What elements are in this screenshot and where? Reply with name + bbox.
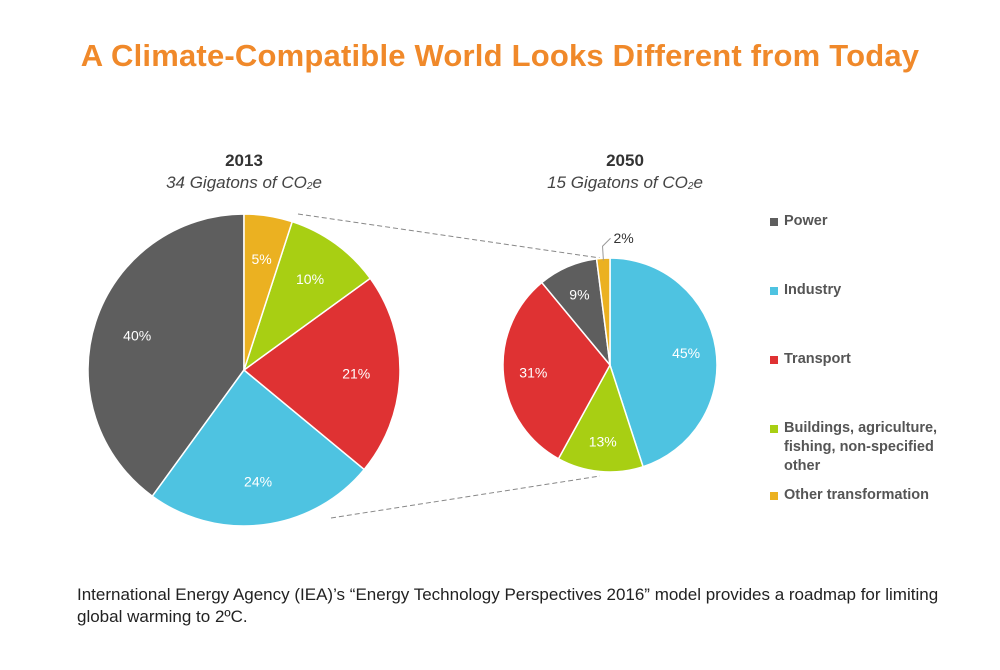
legend-label-buildings-agriculture-fishing-non-specified-other: Buildings, agriculture, fishing, non-spe… <box>784 420 938 474</box>
legend-label-transport: Transport <box>784 351 851 367</box>
pie-2050-label-buildings-agriculture-fishing-non-specified-other: 13% <box>589 434 617 450</box>
chart-2050-heading: 2050 15 Gigatons of CO2e <box>495 150 755 197</box>
chart-2013-subtitle-suffix: e <box>312 173 322 192</box>
chart-2050-subtitle: 15 Gigatons of CO2e <box>495 172 755 197</box>
pie-2013-slice-other-transformation <box>243 213 294 371</box>
pie-2013-slice-buildings-agriculture-fishing-non-specified-other <box>242 220 372 372</box>
legend-swatch-transport <box>770 356 778 364</box>
chart-2013-subtitle: 34 Gigatons of CO2e <box>114 172 374 197</box>
pie-2050 <box>502 257 718 473</box>
chart-2013-subtitle-text: 34 Gigatons of CO <box>166 173 307 192</box>
pie-2050-label-transport: 31% <box>519 364 547 380</box>
zoom-connector-bottom <box>330 475 601 519</box>
zoom-connector-top <box>297 213 601 259</box>
pie-2050-label-other-transformation: 2% <box>614 230 634 246</box>
pie-2050-slice-buildings-agriculture-fishing-non-specified-other <box>557 363 645 473</box>
legend-label-industry: Industry <box>784 282 842 298</box>
page-title: A Climate-Compatible World Looks Differe… <box>80 38 920 73</box>
pie-2013-label-other-transformation: 5% <box>251 251 271 267</box>
pie-2013 <box>87 213 401 527</box>
zoom-connector-lines <box>297 213 601 519</box>
pie-2013-slice-industry <box>151 368 366 527</box>
legend-item-industry: Industry <box>770 281 990 300</box>
pie-2013-label-buildings-agriculture-fishing-non-specified-other: 10% <box>296 271 324 287</box>
pie-2013-slice-transport <box>242 277 401 471</box>
legend-swatch-industry <box>770 287 778 295</box>
legend-swatch-buildings-agriculture-fishing-non-specified-other <box>770 425 778 433</box>
chart-2050-subtitle-text: 15 Gigatons of CO <box>547 173 688 192</box>
legend-item-transport: Transport <box>770 350 990 369</box>
pie-2050-slice-industry <box>609 257 718 468</box>
pie-2050-label-industry: 45% <box>672 345 700 361</box>
legend-label-power: Power <box>784 213 828 229</box>
caption-text: International Energy Agency (IEA)’s “Ene… <box>77 585 939 626</box>
chart-2013-title: 2013 <box>225 151 263 170</box>
pie-2013-label-transport: 21% <box>342 366 370 382</box>
legend-label-other-transformation: Other transformation <box>784 487 930 503</box>
legend-swatch-other-transformation <box>770 492 778 500</box>
pie-2050-slice-transport <box>502 281 611 460</box>
pie-2050-label-power: 9% <box>569 286 589 302</box>
chart-2050-subtitle-suffix: e <box>693 173 703 192</box>
chart-2050-subtitle-subscript: 2 <box>687 181 694 192</box>
pie-2050-leader-other-transformation <box>602 237 611 261</box>
chart-2013-heading: 2013 34 Gigatons of CO2e <box>114 150 374 197</box>
chart-2050-title: 2050 <box>606 151 644 170</box>
chart-2013-subtitle-subscript: 2 <box>306 181 313 192</box>
pie-2013-label-industry: 24% <box>244 473 272 489</box>
legend-item-buildings-agriculture-fishing-non-specified-other: Buildings, agriculture, fishing, non-spe… <box>770 419 990 476</box>
legend-item-power: Power <box>770 212 990 231</box>
pie-2013-label-power: 40% <box>123 327 151 343</box>
pie-2013-slice-power <box>87 213 245 498</box>
legend-swatch-power <box>770 218 778 226</box>
legend-item-other-transformation: Other transformation <box>770 486 990 505</box>
